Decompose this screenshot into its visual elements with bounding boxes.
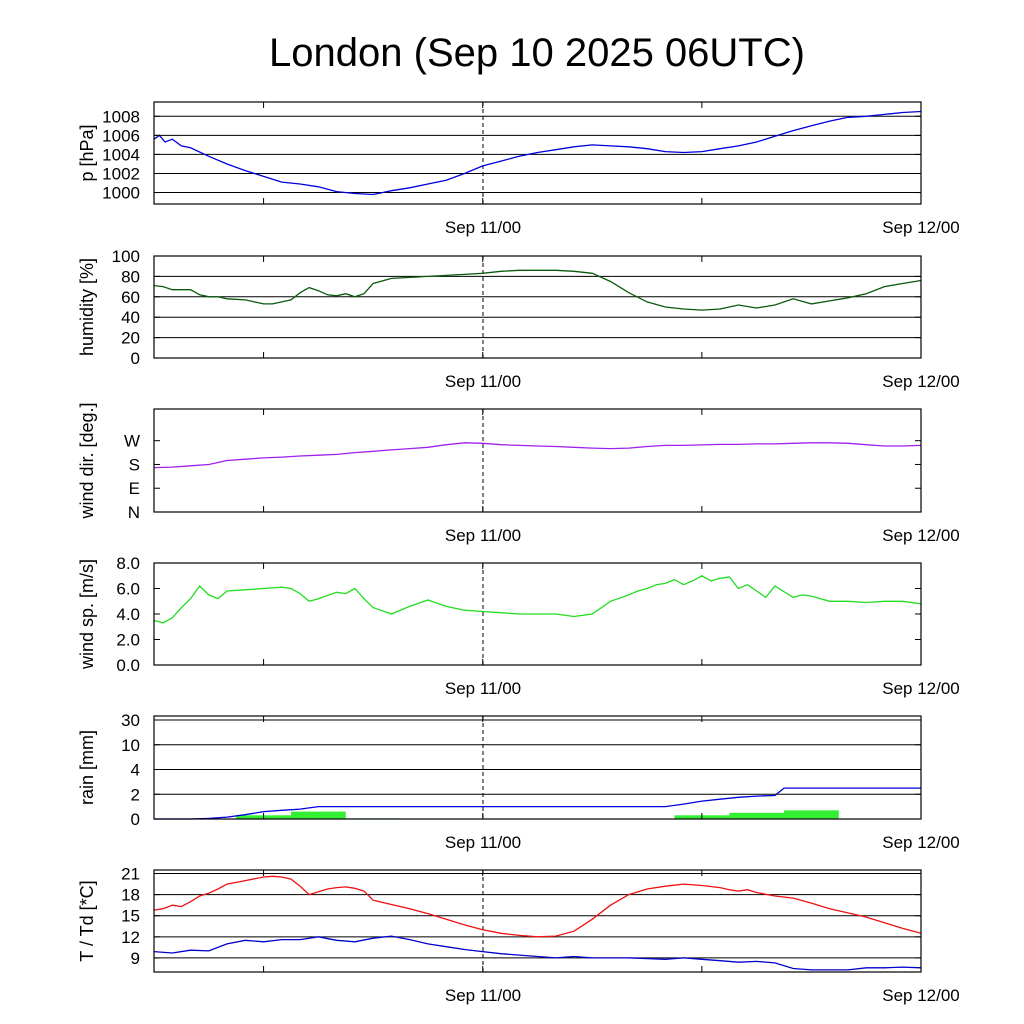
plot-frame bbox=[153, 408, 922, 513]
ytick-label: 0 bbox=[131, 810, 140, 829]
y-axis-label: humidity [%] bbox=[77, 258, 97, 356]
y-axis-label: T / Td [*C] bbox=[77, 880, 97, 961]
chart-title: London (Sep 10 2025 06UTC) bbox=[269, 31, 805, 75]
ytick-label: 1002 bbox=[102, 164, 140, 183]
xtick-label: Sep 12/00 bbox=[882, 526, 960, 545]
xtick-label: Sep 12/00 bbox=[882, 679, 960, 698]
ytick-label: 4.0 bbox=[116, 605, 140, 624]
ytick-label: 10 bbox=[121, 736, 140, 755]
series-wind_speed bbox=[153, 575, 922, 624]
series-T bbox=[153, 875, 922, 938]
ytick-label: 1008 bbox=[102, 107, 140, 126]
ytick-label: W bbox=[124, 432, 140, 451]
xtick-label: Sep 11/00 bbox=[445, 526, 521, 545]
plot-frame bbox=[153, 255, 922, 359]
xtick-label: Sep 11/00 bbox=[445, 679, 521, 698]
ytick-label: 15 bbox=[121, 907, 140, 926]
xtick-label: Sep 11/00 bbox=[445, 833, 521, 852]
ytick-label: 40 bbox=[121, 308, 140, 327]
plot-frame bbox=[153, 101, 922, 205]
xtick-label: Sep 11/00 bbox=[445, 372, 521, 391]
xtick-label: Sep 12/00 bbox=[882, 372, 960, 391]
ytick-label: 8.0 bbox=[116, 554, 140, 573]
ytick-label: 30 bbox=[121, 711, 140, 730]
ytick-label: 6.0 bbox=[116, 580, 140, 599]
ytick-label: 21 bbox=[121, 865, 140, 884]
ytick-label: 12 bbox=[121, 928, 140, 947]
ytick-label: 60 bbox=[121, 288, 140, 307]
y-axis-label: wind dir. [deg.] bbox=[77, 402, 97, 519]
panel-wind_speed: 0.0 2.0 4.0 6.0 8.0 Sep 11/00 Sep 12/00 wind sp… bbox=[77, 554, 960, 698]
rain-bar bbox=[784, 810, 839, 819]
panel-rain: 0 2 4 10 30 Sep 11/00 Sep 12/00 rain [mm] bbox=[77, 711, 960, 852]
series-humidity bbox=[153, 269, 922, 311]
ytick-label: 1006 bbox=[102, 126, 140, 145]
series-rain bbox=[154, 787, 921, 820]
xtick-label: Sep 11/00 bbox=[445, 986, 521, 1005]
ytick-label: 0.0 bbox=[116, 656, 140, 675]
xtick-label: Sep 12/00 bbox=[882, 833, 960, 852]
ytick-label: 2.0 bbox=[116, 631, 140, 650]
ytick-label: 100 bbox=[112, 247, 140, 266]
ytick-label: 20 bbox=[121, 329, 140, 348]
series-wind_dir bbox=[153, 442, 922, 469]
ytick-label: 80 bbox=[121, 267, 140, 286]
ytick-label: 0 bbox=[131, 349, 140, 368]
ytick-label: E bbox=[129, 479, 140, 498]
y-axis-label: p [hPa] bbox=[77, 124, 97, 181]
ytick-label: 18 bbox=[121, 886, 140, 905]
rain-bar bbox=[290, 811, 346, 819]
xtick-label: Sep 12/00 bbox=[882, 218, 960, 237]
ytick-label: S bbox=[129, 455, 140, 474]
ytick-label: N bbox=[128, 503, 140, 522]
series-Td bbox=[153, 935, 922, 971]
ytick-label: 4 bbox=[131, 761, 140, 780]
rain-bar bbox=[729, 812, 785, 819]
panel-temperature: 9 12 15 18 21 Sep 11/00 Sep 12/00 T / Td [*C] bbox=[77, 865, 960, 1005]
ytick-label: 9 bbox=[131, 949, 140, 968]
series-pressure bbox=[153, 110, 922, 196]
plot-frame bbox=[153, 715, 922, 820]
y-axis-label: wind sp. [m/s] bbox=[77, 559, 97, 670]
plot-frame bbox=[153, 869, 922, 973]
xtick-label: Sep 11/00 bbox=[445, 218, 521, 237]
y-axis-label: rain [mm] bbox=[77, 730, 97, 805]
ytick-label: 1004 bbox=[102, 145, 140, 164]
ytick-label: 2 bbox=[131, 785, 140, 804]
xtick-label: Sep 12/00 bbox=[882, 986, 960, 1005]
ytick-label: 1000 bbox=[102, 184, 140, 203]
